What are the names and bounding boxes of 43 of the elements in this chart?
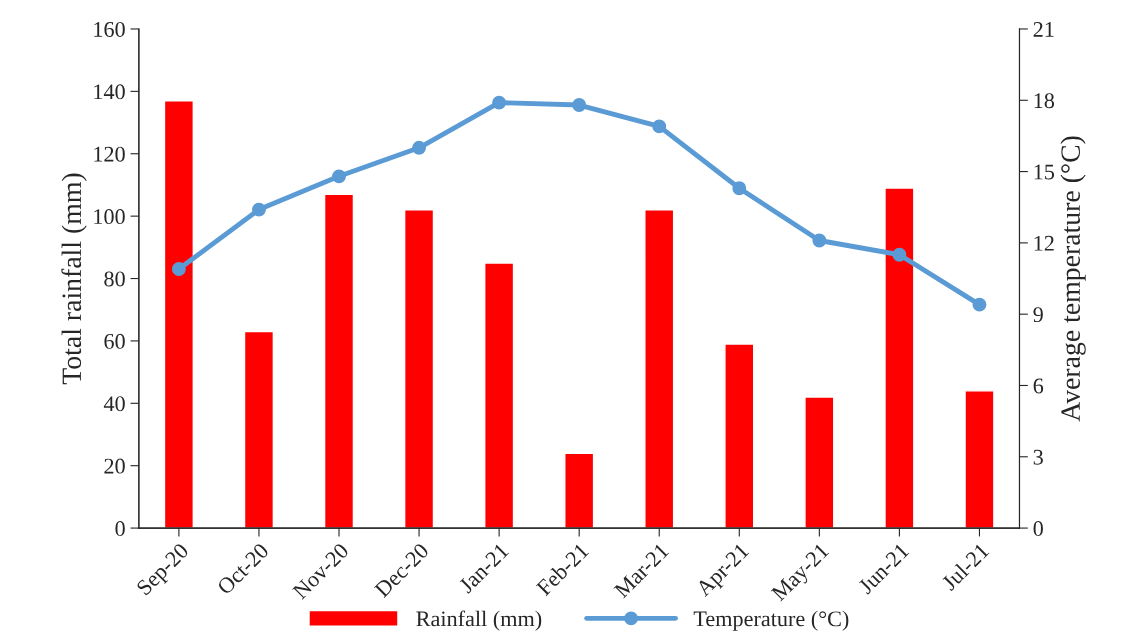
y2-tick-label: 6: [1033, 378, 1044, 394]
point: [171, 262, 186, 276]
point: [252, 202, 266, 217]
y2-tick-label: 18: [1034, 93, 1055, 109]
point: [492, 95, 507, 110]
bar: [243, 330, 275, 529]
point: [972, 297, 987, 312]
y-tick-label: 140: [94, 84, 125, 100]
y-tick-label: 60: [104, 333, 125, 349]
y2-axis-title: Average temperature (°C): [1060, 136, 1086, 422]
y-tick-label: 160: [94, 21, 125, 37]
y-tick-label: 80: [104, 271, 125, 287]
y-tick-label: 0: [115, 521, 125, 537]
y2-tick-label: 3: [1033, 449, 1043, 465]
y-tick-label: 20: [104, 458, 125, 474]
y2-tick-label: 21: [1033, 21, 1054, 37]
y-tick-label: 40: [103, 396, 125, 412]
bar: [884, 187, 915, 529]
y-tick-label: 100: [94, 209, 125, 225]
y-axis-title: Total rainfall (mm): [61, 173, 87, 385]
y-tick-label: 120: [94, 146, 125, 162]
bar: [403, 209, 435, 529]
point: [332, 169, 346, 184]
legend-label: Rainfall (mm): [416, 610, 542, 631]
point: [412, 140, 427, 155]
point: [572, 98, 587, 112]
bar: [644, 209, 675, 529]
y2-tick-label: 15: [1034, 164, 1055, 180]
y2-tick-label: 12: [1034, 235, 1054, 251]
point: [652, 119, 667, 134]
bar: [564, 452, 595, 529]
bar: [804, 396, 835, 529]
bar: [964, 390, 995, 529]
bar: [484, 262, 515, 529]
point: [812, 233, 827, 248]
y2-tick-label: 0: [1033, 521, 1043, 537]
bar: [163, 100, 195, 529]
y2-tick-label: 9: [1033, 307, 1043, 323]
legend-label: Temperature (°C): [693, 610, 849, 631]
point: [892, 247, 907, 262]
point: [732, 181, 747, 196]
bar: [323, 193, 355, 529]
bar: [724, 343, 755, 529]
